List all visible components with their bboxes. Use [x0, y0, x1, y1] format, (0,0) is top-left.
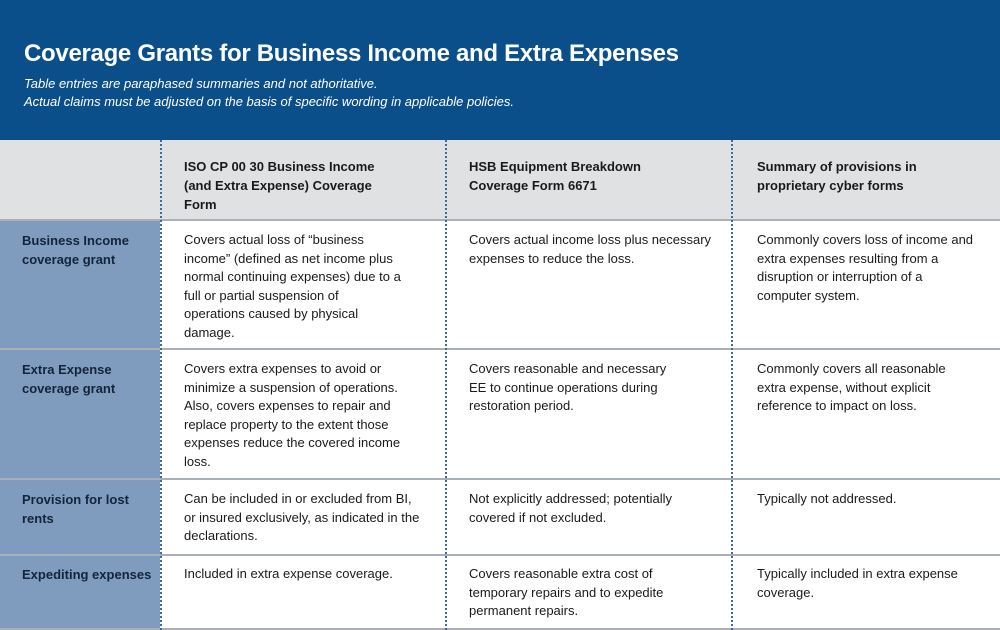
disclaimer-line-1: Table entries are paraphased summaries a… [24, 76, 378, 91]
column-divider [731, 140, 733, 630]
table-cell: Covers reasonable extra cost of temporar… [469, 566, 664, 619]
table-cell: Commonly covers loss of income and extra… [757, 232, 974, 303]
table-cell: Typically included in extra expense cove… [757, 566, 958, 600]
table-cell: Typically not addressed. [757, 491, 897, 506]
row-label-bg [0, 556, 160, 628]
table-cell: Can be included in or excluded from BI, … [184, 491, 420, 544]
row-label-bg [0, 480, 160, 554]
row-label-bg [0, 350, 160, 478]
row-label-bg [0, 221, 160, 348]
disclaimer-line-2: Actual claims must be adjusted on the ba… [24, 94, 514, 109]
table-row-lost-rents: Provision for lost rents Can be included… [0, 480, 1000, 556]
title-banner: Coverage Grants for Business Income and … [0, 0, 1000, 140]
table-row-extra-expense: Extra Expense coverage grant Covers extr… [0, 350, 1000, 480]
row-label: Provision for lost rents [22, 492, 129, 526]
table-row-business-income: Business Income coverage grant Covers ac… [0, 221, 1000, 350]
table-row-expediting-expenses: Expediting expenses Included in extra ex… [0, 556, 1000, 630]
row-label: Extra Expense coverage grant [22, 362, 116, 396]
column-header-row: ISO CP 00 30 Business Income (and Extra … [0, 140, 1000, 221]
table-cell: Covers actual income loss plus necessary… [469, 232, 712, 266]
column-header-hsb: HSB Equipment Breakdown Coverage Form 66… [469, 159, 641, 193]
column-divider [160, 140, 162, 630]
table-cell: Not explicitly addressed; potentially co… [469, 491, 673, 525]
table-cell: Covers actual loss of “business income” … [184, 232, 401, 340]
table-cell: Covers reasonable and necessary EE to co… [469, 361, 667, 414]
row-label: Business Income coverage grant [22, 233, 129, 267]
table-cell: Commonly covers all reasonable extra exp… [757, 361, 946, 414]
column-header-iso: ISO CP 00 30 Business Income (and Extra … [184, 159, 375, 212]
column-divider [445, 140, 447, 630]
page-title: Coverage Grants for Business Income and … [24, 40, 679, 67]
table-cell: Included in extra expense coverage. [184, 566, 393, 581]
table-cell: Covers extra expenses to avoid or minimi… [184, 361, 401, 469]
row-label: Expediting expenses [22, 567, 152, 582]
column-header-cyber: Summary of provisions in proprietary cyb… [757, 159, 917, 193]
